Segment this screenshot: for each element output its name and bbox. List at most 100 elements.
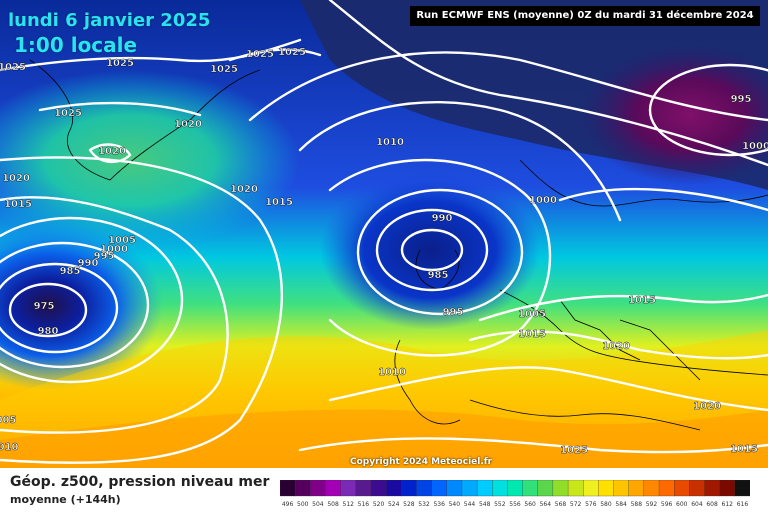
legend-swatch bbox=[734, 480, 750, 497]
legend-swatch bbox=[431, 480, 448, 497]
legend-tick-label: 604 bbox=[691, 501, 703, 508]
legend-swatch bbox=[446, 480, 463, 497]
forecast-time: 1:00 locale bbox=[14, 33, 138, 57]
legend-tick-label: 512 bbox=[343, 501, 355, 508]
legend-swatch bbox=[552, 480, 569, 497]
legend-tick-label: 544 bbox=[464, 501, 476, 508]
legend-tick-label: 516 bbox=[358, 501, 370, 508]
legend-tick-label: 556 bbox=[509, 501, 521, 508]
isobar-label: 1015 bbox=[518, 329, 546, 340]
legend-swatch bbox=[719, 480, 736, 497]
legend-tick-label: 500 bbox=[297, 501, 309, 508]
isobar-label: 1020 bbox=[2, 173, 30, 184]
isobar-label: 995 bbox=[731, 94, 752, 105]
isobar-label: 985 bbox=[428, 270, 449, 281]
isobar-label: 1000 bbox=[742, 141, 768, 152]
isobar-label: 995 bbox=[94, 251, 115, 262]
legend-tick-label: 592 bbox=[646, 501, 658, 508]
isobar-label: 1015 bbox=[628, 295, 656, 306]
isobar-label: 1010 bbox=[376, 137, 404, 148]
legend-tick-label: 528 bbox=[403, 501, 415, 508]
legend-swatch bbox=[416, 480, 432, 497]
legend-swatch bbox=[310, 480, 326, 497]
isobar-label: 1025 bbox=[0, 62, 26, 73]
legend-swatch bbox=[401, 480, 417, 497]
isobar-label: 1025 bbox=[106, 58, 134, 69]
isobar-label: 1005 bbox=[108, 235, 136, 246]
legend-swatch bbox=[658, 480, 675, 497]
purple-trough-ne bbox=[580, 45, 768, 185]
legend-swatch bbox=[522, 480, 539, 497]
legend-tick-label: 504 bbox=[312, 501, 324, 508]
legend-tick-label: 572 bbox=[570, 501, 582, 508]
isobar-label: 1010 bbox=[378, 367, 406, 378]
isobar-label: 995 bbox=[443, 307, 464, 318]
isobar-label: 985 bbox=[60, 266, 81, 277]
isobar-label: 1000 bbox=[529, 195, 557, 206]
legend-tick-label: 568 bbox=[555, 501, 567, 508]
isobar-label: 005 bbox=[0, 415, 16, 426]
copyright: Copyright 2024 Meteociel.fr bbox=[350, 457, 493, 467]
parameter-subtitle: moyenne (+144h) bbox=[10, 493, 121, 506]
legend-swatch bbox=[689, 480, 705, 497]
green-ridge-greenland bbox=[0, 70, 300, 250]
legend-swatch bbox=[355, 480, 372, 497]
isobar-label: 1025 bbox=[278, 47, 306, 58]
isobar-label: 1015 bbox=[4, 199, 32, 210]
isobar-label: 980 bbox=[38, 326, 59, 337]
legend-tick-label: 524 bbox=[388, 501, 400, 508]
low-west bbox=[0, 220, 163, 390]
legend-tick-label: 616 bbox=[737, 501, 749, 508]
isobar-label: 1020 bbox=[98, 146, 126, 157]
isobar-label: 1025 bbox=[210, 64, 238, 75]
legend-tick-label: 588 bbox=[631, 501, 643, 508]
isobar-label: 010 bbox=[0, 442, 18, 453]
isobar-label: 1000 bbox=[100, 244, 128, 255]
legend-swatch bbox=[461, 480, 478, 497]
legend-swatch bbox=[567, 480, 584, 497]
legend-tick-label: 608 bbox=[706, 501, 718, 508]
legend-tick-label: 584 bbox=[615, 501, 627, 508]
legend-tick-label: 600 bbox=[676, 501, 688, 508]
weather-map: 1025 1025 1025 1025 1025 1025 1020 1020 1020 1020… bbox=[0, 0, 768, 468]
legend-swatch bbox=[385, 480, 402, 497]
legend-tick-label: 496 bbox=[282, 501, 294, 508]
legend-swatch bbox=[340, 480, 357, 497]
legend-tick-label: 540 bbox=[449, 501, 461, 508]
legend-tick-label: 564 bbox=[540, 501, 552, 508]
legend-swatch bbox=[598, 480, 614, 497]
parameter-title: Géop. z500, pression niveau mer bbox=[10, 474, 270, 490]
isobar-label: 1005 bbox=[518, 309, 546, 320]
legend-swatch bbox=[674, 480, 690, 497]
isobar-label: 1025 bbox=[54, 108, 82, 119]
isobar-label: 1020 bbox=[693, 401, 721, 412]
legend-tick-label: 548 bbox=[479, 501, 491, 508]
legend-swatch bbox=[704, 480, 721, 497]
legend-swatch bbox=[613, 480, 630, 497]
legend-tick-label: 560 bbox=[524, 501, 536, 508]
legend-swatch bbox=[476, 480, 493, 497]
isobar-label: 975 bbox=[34, 301, 55, 312]
legend-swatch bbox=[325, 480, 341, 497]
run-info-banner: Run ECMWF ENS (moyenne) 0Z du mardi 31 d… bbox=[410, 6, 760, 26]
isobar-label: 1020 bbox=[174, 119, 202, 130]
color-scale-legend: 496 500 504 508 512 516 520 524 528 532 536 540 544 5… bbox=[280, 480, 750, 508]
legend-tick-label: 580 bbox=[600, 501, 612, 508]
isobar-label: 1020 bbox=[230, 184, 258, 195]
legend-panel: Géop. z500, pression niveau mer moyenne … bbox=[0, 468, 768, 512]
legend-tick-label: 508 bbox=[327, 501, 339, 508]
legend-swatch bbox=[295, 480, 311, 497]
legend-tick-label: 520 bbox=[373, 501, 385, 508]
legend-swatch bbox=[628, 480, 645, 497]
forecast-date: lundi 6 janvier 2025 bbox=[8, 10, 211, 31]
legend-swatch bbox=[280, 480, 296, 497]
isobar-label: 1025 bbox=[560, 445, 588, 456]
legend-swatch bbox=[507, 480, 523, 497]
legend-swatch bbox=[537, 480, 554, 497]
legend-tick-label: 536 bbox=[433, 501, 445, 508]
legend-tick-label: 552 bbox=[494, 501, 506, 508]
isobar-label: 990 bbox=[432, 213, 453, 224]
legend-tick-label: 576 bbox=[585, 501, 597, 508]
isobar-label: 1020 bbox=[602, 341, 630, 352]
